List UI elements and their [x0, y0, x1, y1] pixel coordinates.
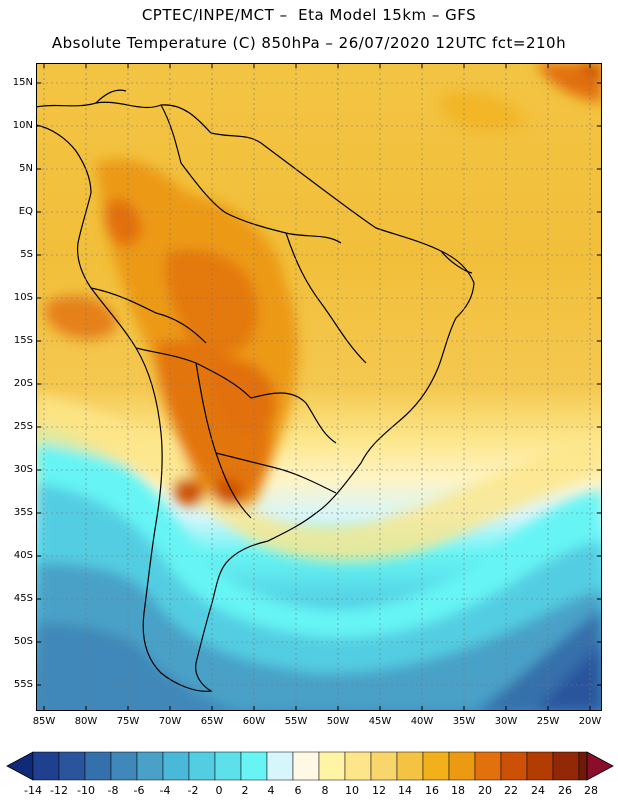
lat-label: 15N [12, 77, 33, 88]
colorbar-tick: -14 [24, 784, 42, 797]
colorbar-swatch [344, 751, 372, 781]
lat-label: 55S [13, 679, 33, 690]
colorbar-tick: 14 [398, 784, 412, 797]
colorbar-tick: 26 [558, 784, 572, 797]
colorbar-swatch [162, 751, 190, 781]
lat-label: 40S [13, 550, 33, 561]
colorbar-swatch [448, 751, 476, 781]
lon-label: 70W [158, 716, 182, 727]
ticks [36, 63, 602, 711]
colorbar-tick: 12 [372, 784, 386, 797]
colorbar-tick: 16 [425, 784, 439, 797]
map-frame [36, 63, 602, 711]
lat-label: EQ [18, 206, 33, 217]
lat-label: 45S [13, 593, 33, 604]
colorbar-swatch [188, 751, 216, 781]
lon-label: 35W [452, 716, 476, 727]
lon-label: 50W [326, 716, 350, 727]
lon-label: 40W [410, 716, 434, 727]
colorbar-tick: 28 [584, 784, 598, 797]
colorbar-tick: 18 [451, 784, 465, 797]
colorbar-swatch [526, 751, 554, 781]
lon-label: 65W [200, 716, 224, 727]
colorbar-tick: 4 [267, 784, 275, 797]
coastline [36, 89, 475, 692]
colorbar-under-arrow [6, 751, 34, 781]
lon-label: 75W [116, 716, 140, 727]
colorbar-tick: 2 [241, 784, 249, 797]
lat-label: 35S [13, 507, 33, 518]
lat-label: 50S [13, 636, 33, 647]
colorbar-swatch [214, 751, 242, 781]
colorbar-tick: -4 [159, 784, 171, 797]
colorbar-tick: 10 [345, 784, 359, 797]
colorbar-swatch [396, 751, 424, 781]
lon-label: 55W [284, 716, 308, 727]
colorbar-swatch [136, 751, 164, 781]
colorbar-swatch [552, 751, 580, 781]
colorbar-tick: 6 [294, 784, 302, 797]
lon-label: 30W [494, 716, 518, 727]
colorbar-swatch [266, 751, 294, 781]
colorbar-tick: -6 [133, 784, 145, 797]
lat-label: 20S [13, 378, 33, 389]
lat-label: 25S [13, 421, 33, 432]
colorbar-swatch [578, 751, 588, 781]
colorbar-tick: 8 [321, 784, 329, 797]
colorbar-swatch [240, 751, 268, 781]
lon-label: 20W [578, 716, 602, 727]
lat-label: 30S [13, 464, 33, 475]
colorbar-swatch [370, 751, 398, 781]
colorbar-tick: -12 [50, 784, 68, 797]
colorbar [6, 751, 614, 781]
colorbar-swatch [318, 751, 346, 781]
graticule [36, 63, 602, 711]
temperature-field [36, 63, 602, 711]
colorbar-over-arrow [586, 751, 614, 781]
colorbar-tick: 24 [531, 784, 545, 797]
colorbar-swatch [500, 751, 528, 781]
lon-label: 60W [242, 716, 266, 727]
colorbar-tick: -2 [187, 784, 199, 797]
lon-label: 80W [74, 716, 98, 727]
title-line-1: CPTEC/INPE/MCT – Eta Model 15km – GFS [141, 6, 477, 24]
colorbar-swatch [474, 751, 502, 781]
colorbar-swatch [58, 751, 86, 781]
colorbar-tick: -10 [77, 784, 95, 797]
colorbar-tick: 20 [478, 784, 492, 797]
colorbar-tick: -8 [107, 784, 119, 797]
colorbar-tick: 0 [215, 784, 223, 797]
lat-label: 15S [13, 335, 33, 346]
lat-label: 10S [13, 292, 33, 303]
colorbar-swatch [110, 751, 138, 781]
colorbar-swatch [84, 751, 112, 781]
colorbar-swatch [292, 751, 320, 781]
colorbar-tick: 22 [504, 784, 518, 797]
lat-label: 10N [12, 120, 33, 131]
lat-label: 5S [20, 249, 33, 260]
colorbar-swatch [422, 751, 450, 781]
temperature-map [36, 63, 602, 711]
lon-label: 25W [536, 716, 560, 727]
lat-label: 5N [19, 163, 33, 174]
colorbar-swatch [32, 751, 60, 781]
title-line-2: Absolute Temperature (C) 850hPa – 26/07/… [51, 34, 567, 52]
lon-label: 45W [368, 716, 392, 727]
lon-label: 85W [32, 716, 56, 727]
